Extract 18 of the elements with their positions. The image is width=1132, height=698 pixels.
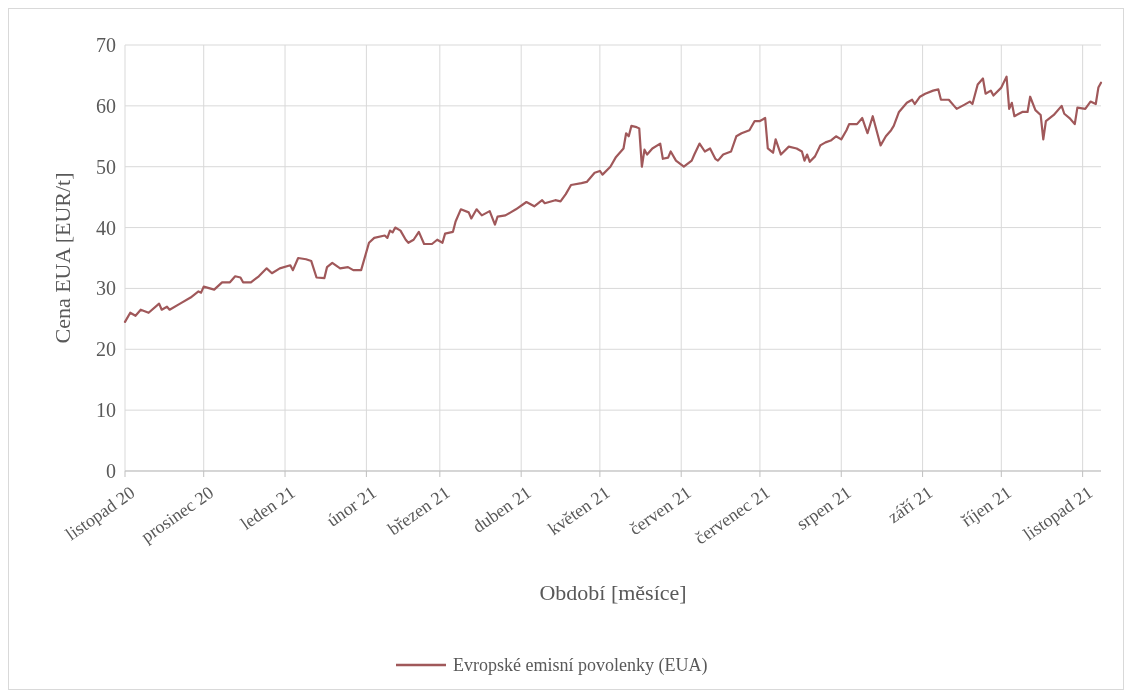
x-axis-title: Období [měsíce]: [539, 580, 687, 605]
x-tick-label: leden 21: [236, 482, 299, 534]
x-tick-label: září 21: [884, 482, 937, 527]
x-tick-label: duben 21: [468, 482, 535, 537]
y-tick-label: 70: [96, 34, 116, 56]
y-tick-label: 60: [96, 94, 116, 117]
y-tick-label: 50: [96, 155, 116, 178]
line-series: [123, 75, 1103, 323]
y-tick-label: 10: [96, 399, 116, 422]
y-axis-title: Cena EUA [EUR/t]: [50, 172, 75, 344]
legend-label: Evropské emisní povolenky (EUA): [453, 655, 708, 677]
x-tick-label: únor 21: [322, 482, 380, 531]
y-tick-label: 20: [96, 338, 116, 361]
y-tick-label: 0: [106, 460, 116, 482]
y-tick-label: 30: [96, 277, 116, 300]
y-tick-label: 40: [96, 216, 116, 239]
x-tick-label: srpen 21: [792, 482, 855, 534]
x-tick-label: říjen 21: [957, 482, 1015, 531]
